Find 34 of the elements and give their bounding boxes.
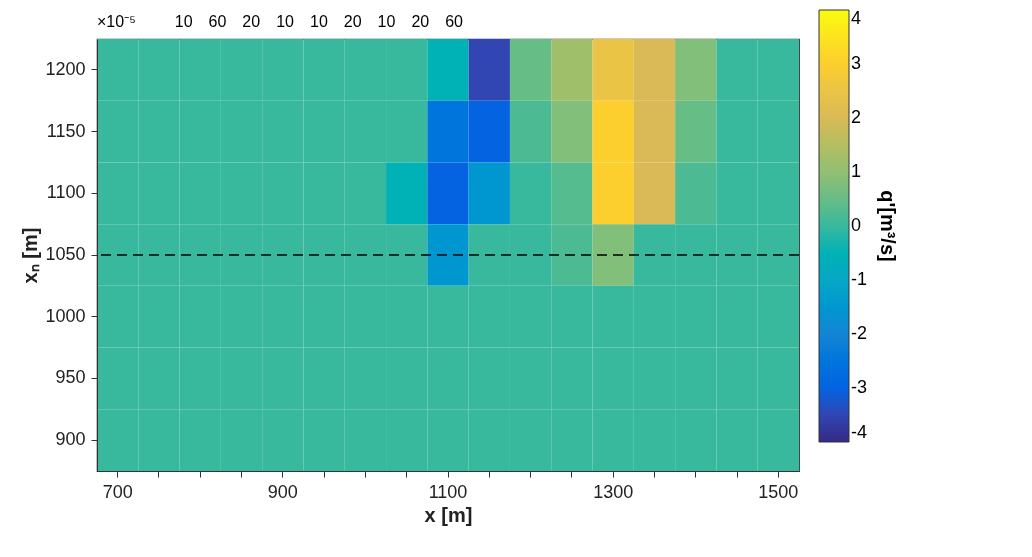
y-axis-title: xₙ [m] xyxy=(19,227,42,284)
text: 10 xyxy=(174,13,193,30)
x-tick-label: 900 xyxy=(267,481,298,502)
text: 20 xyxy=(343,13,362,30)
color-bar-label: 2 xyxy=(851,107,862,127)
text: 60 xyxy=(208,13,227,30)
y-tick-label: 900 xyxy=(55,429,86,450)
y-tick-label: 1150 xyxy=(46,120,86,141)
x-tick-label: 1300 xyxy=(593,481,634,502)
color-bar-label: 1 xyxy=(851,161,862,181)
color-bar-label: 3 xyxy=(851,53,862,73)
y-tick-label: 950 xyxy=(55,367,86,388)
text: 20 xyxy=(411,13,430,30)
color-bar-label: -1 xyxy=(851,269,868,289)
y-tick-label: 1050 xyxy=(45,244,86,264)
color-bar-label: 4 xyxy=(851,8,862,28)
text: 10 xyxy=(309,13,328,30)
color-bar-label: -3 xyxy=(851,377,868,397)
y-tick-label: 1000 xyxy=(45,305,86,326)
x-tick-label: 1500 xyxy=(758,481,799,502)
x-tick-label: 1100 xyxy=(428,481,468,502)
color-bar-label: -4 xyxy=(851,422,868,442)
x-axis-title: x [m] xyxy=(424,503,473,526)
y-tick-label: 1200 xyxy=(45,58,86,79)
color-bar-label: 0 xyxy=(851,215,862,235)
color-bar-label: -2 xyxy=(851,323,868,343)
text: 10 xyxy=(276,13,295,30)
text: 10 xyxy=(377,13,396,30)
text: 60 xyxy=(445,13,464,30)
text: 20 xyxy=(242,13,261,30)
x-tick-label: 700 xyxy=(102,481,133,502)
text: ×10⁻⁵ xyxy=(97,13,136,30)
color-bar-title: q'[m³/s] xyxy=(877,190,899,262)
y-tick-label: 1100 xyxy=(46,182,86,203)
